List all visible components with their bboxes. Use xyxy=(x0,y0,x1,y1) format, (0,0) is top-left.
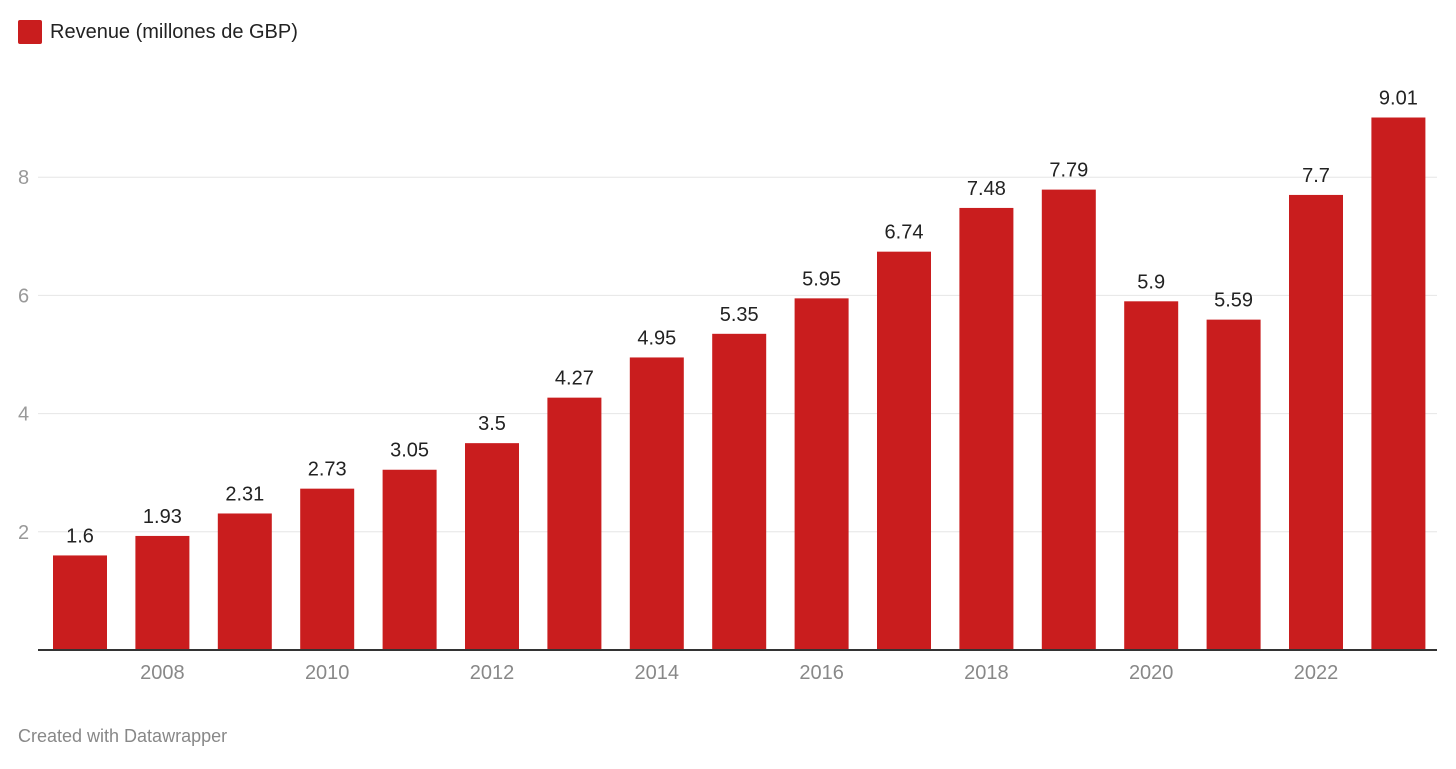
x-tick-label: 2020 xyxy=(1129,662,1174,684)
footer-credit: Created with Datawrapper xyxy=(18,726,228,746)
value-label: 2.73 xyxy=(308,459,347,481)
y-tick-label: 6 xyxy=(18,285,29,307)
value-label: 5.35 xyxy=(720,304,759,326)
bar-2009 xyxy=(217,513,272,650)
y-tick-label: 4 xyxy=(18,404,29,426)
bar-2019 xyxy=(1041,189,1096,650)
value-label: 5.95 xyxy=(802,268,841,290)
y-tick-label: 2 xyxy=(18,522,29,544)
bar-2018 xyxy=(959,207,1014,650)
x-tick-label: 2012 xyxy=(470,662,515,684)
bar-2012 xyxy=(465,443,519,650)
value-label: 3.5 xyxy=(478,413,506,435)
chart-legend: Revenue (millones de GBP) xyxy=(18,20,298,44)
bar-2020 xyxy=(1124,301,1179,650)
x-tick-label: 2014 xyxy=(635,662,680,684)
y-tick-label: 8 xyxy=(18,167,29,189)
value-label: 9.01 xyxy=(1379,88,1418,110)
x-tick-label: 2008 xyxy=(140,662,185,684)
value-label: 1.93 xyxy=(143,506,182,528)
value-label: 6.74 xyxy=(885,222,924,244)
bar-2007 xyxy=(53,555,107,650)
bar-2022 xyxy=(1289,194,1343,650)
bar-2021 xyxy=(1206,319,1261,650)
x-tick-label: 2016 xyxy=(799,662,844,684)
x-tick-label: 2018 xyxy=(964,662,1009,684)
bar-2008 xyxy=(135,535,190,650)
x-tick-label: 2022 xyxy=(1294,662,1339,684)
value-label: 5.59 xyxy=(1214,290,1253,312)
value-label: 7.7 xyxy=(1302,165,1330,187)
bar-2014 xyxy=(629,357,684,650)
bar-2015 xyxy=(712,333,767,650)
value-label: 4.95 xyxy=(637,327,676,349)
bar-2017 xyxy=(877,251,931,650)
legend-label: Revenue (millones de GBP) xyxy=(50,21,298,43)
bar-2016 xyxy=(794,298,849,650)
value-label: 2.31 xyxy=(225,483,264,505)
value-label: 7.48 xyxy=(967,178,1006,200)
value-label: 5.9 xyxy=(1137,271,1165,293)
bar-2023 xyxy=(1371,117,1426,650)
x-tick-label: 2010 xyxy=(305,662,350,684)
legend-swatch xyxy=(18,20,42,44)
bar-2013 xyxy=(547,397,602,650)
bar-2010 xyxy=(300,488,355,650)
value-label: 3.05 xyxy=(390,440,429,462)
bar-2011 xyxy=(382,469,437,650)
value-label: 4.27 xyxy=(555,368,594,390)
value-label: 7.79 xyxy=(1049,160,1088,182)
value-label: 1.6 xyxy=(66,525,94,547)
